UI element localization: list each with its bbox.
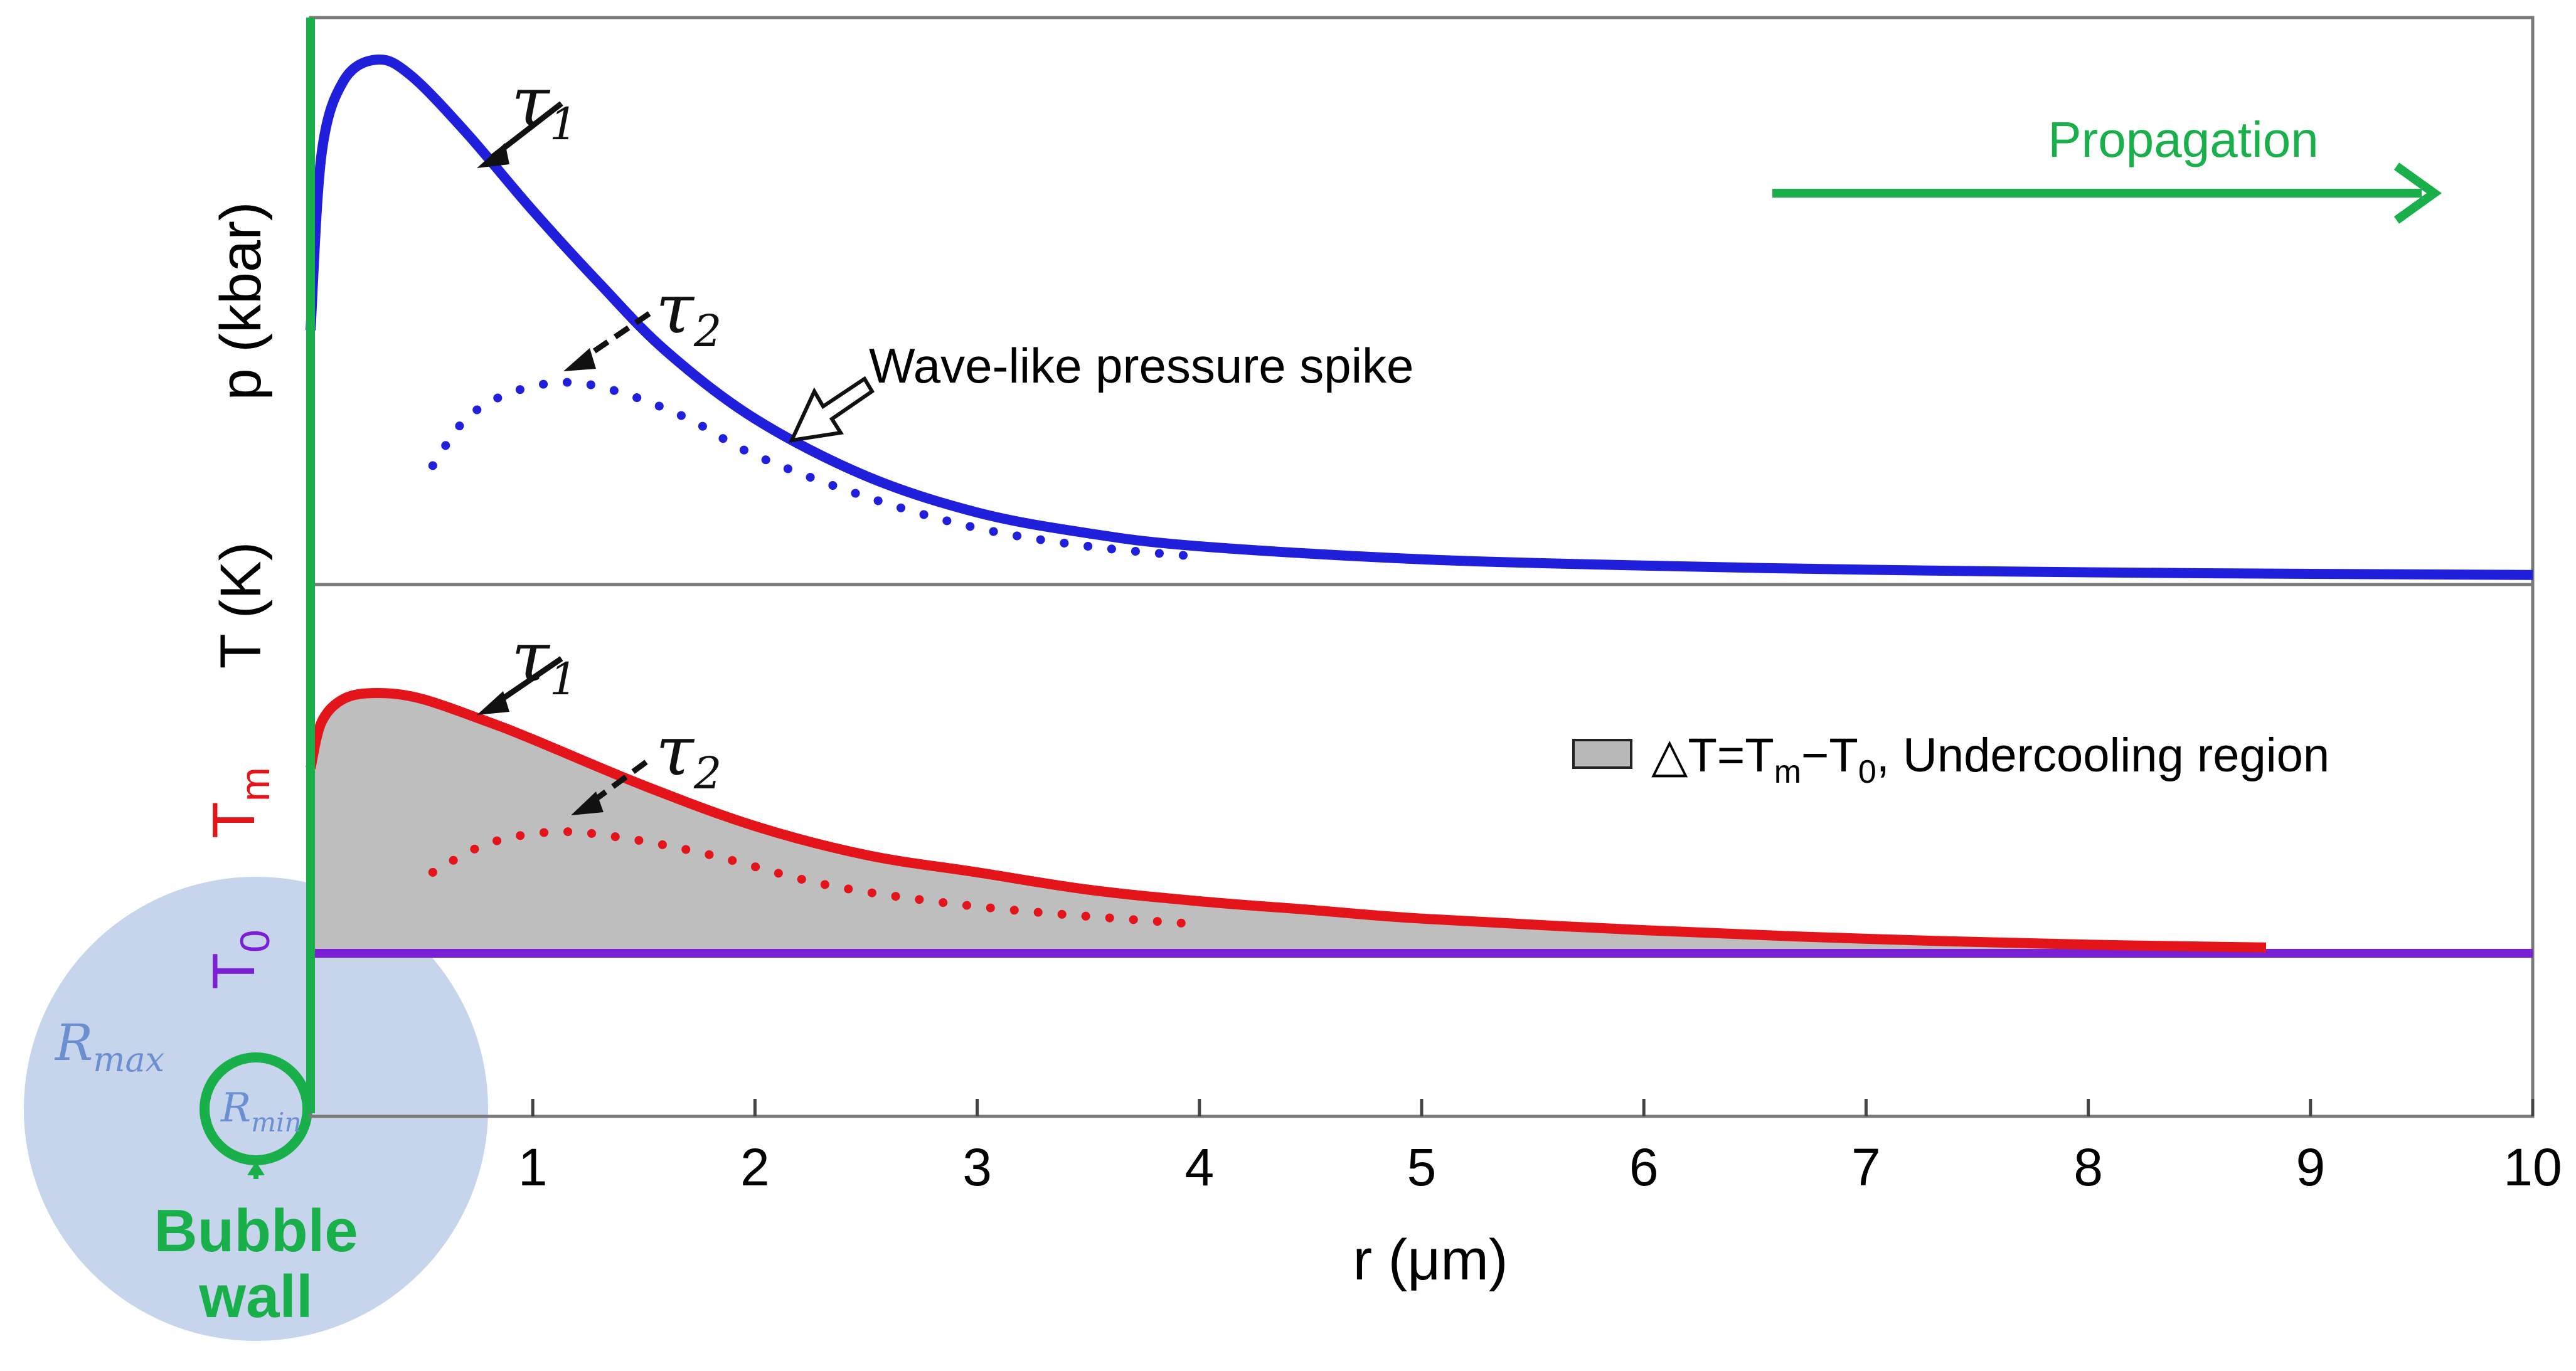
x-tick-label-9: 9 (2296, 1138, 2325, 1197)
rmax-label-main: R (54, 1014, 93, 1072)
legend-label: △T=Tm−T0, Undercooling region (1651, 729, 2329, 790)
y-axis-label-temperature: T (K) (209, 542, 273, 669)
temperature-tau1-arrowhead (477, 691, 509, 715)
rmin-label-main: R (220, 1085, 251, 1131)
temperature-series-tau1-solid (306, 688, 2267, 953)
t0-label: T0 (200, 929, 278, 989)
series-layer (306, 54, 2533, 958)
undercooling-shade-layer (311, 693, 2266, 953)
rmin-label: Rmin (220, 1085, 302, 1138)
x-tick-label-1: 1 (518, 1138, 548, 1197)
pressure-tau2-sub: 2 (693, 305, 722, 357)
x-tick-layer: 1 2 3 4 5 6 7 8 9 10 (518, 1099, 2562, 1197)
tm-label: Tm (200, 767, 278, 839)
x-tick-label-10: 10 (2503, 1138, 2562, 1197)
t0-label-sub: 0 (232, 929, 278, 953)
temperature-series-tau2-dotted (428, 827, 1204, 929)
bubble-wall-pointer-head (247, 1162, 265, 1175)
bubble-rmax-circle (24, 877, 488, 1341)
legend-sub1: m (1774, 754, 1801, 790)
legend-suffix: , Undercooling region (1876, 729, 2329, 782)
pressure-tau2-label: τ2 (656, 268, 721, 357)
legend-swatch (1572, 739, 1632, 769)
temperature-tau2-label: τ2 (656, 711, 721, 799)
x-tick-label-6: 6 (1629, 1138, 1659, 1197)
rmin-label-sub: min (251, 1107, 301, 1138)
pressure-tau2-arrow (578, 311, 651, 363)
x-tick-label-8: 8 (2073, 1138, 2103, 1197)
pressure-tau2-arrowhead (563, 348, 596, 371)
temperature-tau2-arrowhead (571, 791, 604, 815)
legend-mid: −T (1801, 729, 1858, 782)
legend-sub2: 0 (1858, 754, 1876, 790)
pressure-tau2-main: τ (656, 268, 695, 349)
spike-arrow (788, 376, 875, 443)
pressure-series-tau1-solid (306, 54, 2533, 580)
undercooling-region (311, 693, 2266, 953)
temperature-tau2-sub: 2 (693, 748, 722, 799)
x-tick-label-5: 5 (1407, 1138, 1437, 1197)
x-tick-label-2: 2 (740, 1138, 770, 1197)
pressure-series-tau2-dotted (428, 378, 1204, 561)
temperature-tau2-main: τ (656, 711, 695, 791)
tm-label-sub: m (232, 767, 278, 802)
x-tick-label-7: 7 (1851, 1138, 1881, 1197)
x-tick-label-3: 3 (962, 1138, 992, 1197)
propagation-label: Propagation (2048, 112, 2318, 167)
spike-label: Wave-like pressure spike (869, 338, 1413, 393)
tm-label-main: T (200, 802, 267, 839)
y-axis-label-pressure: p (kbar) (209, 202, 273, 401)
x-tick-label-4: 4 (1184, 1138, 1214, 1197)
x-axis-label: r (μm) (1353, 1228, 1508, 1292)
temperature-tau1-label: τ1 (511, 617, 577, 705)
t0-label-main: T (200, 953, 267, 990)
propagation-arrow-head (2393, 162, 2442, 224)
bubble-wall-label-line2: wall (198, 1263, 312, 1330)
rmax-label: Rmax (54, 1014, 164, 1079)
legend-prefix: △T=T (1651, 729, 1774, 782)
temperature-tau1-main: τ (511, 617, 551, 697)
pressure-tau1-arrowhead (477, 143, 509, 168)
bubble-wall-label-line1: Bubble (154, 1197, 358, 1264)
rmax-label-sub: max (93, 1040, 164, 1079)
